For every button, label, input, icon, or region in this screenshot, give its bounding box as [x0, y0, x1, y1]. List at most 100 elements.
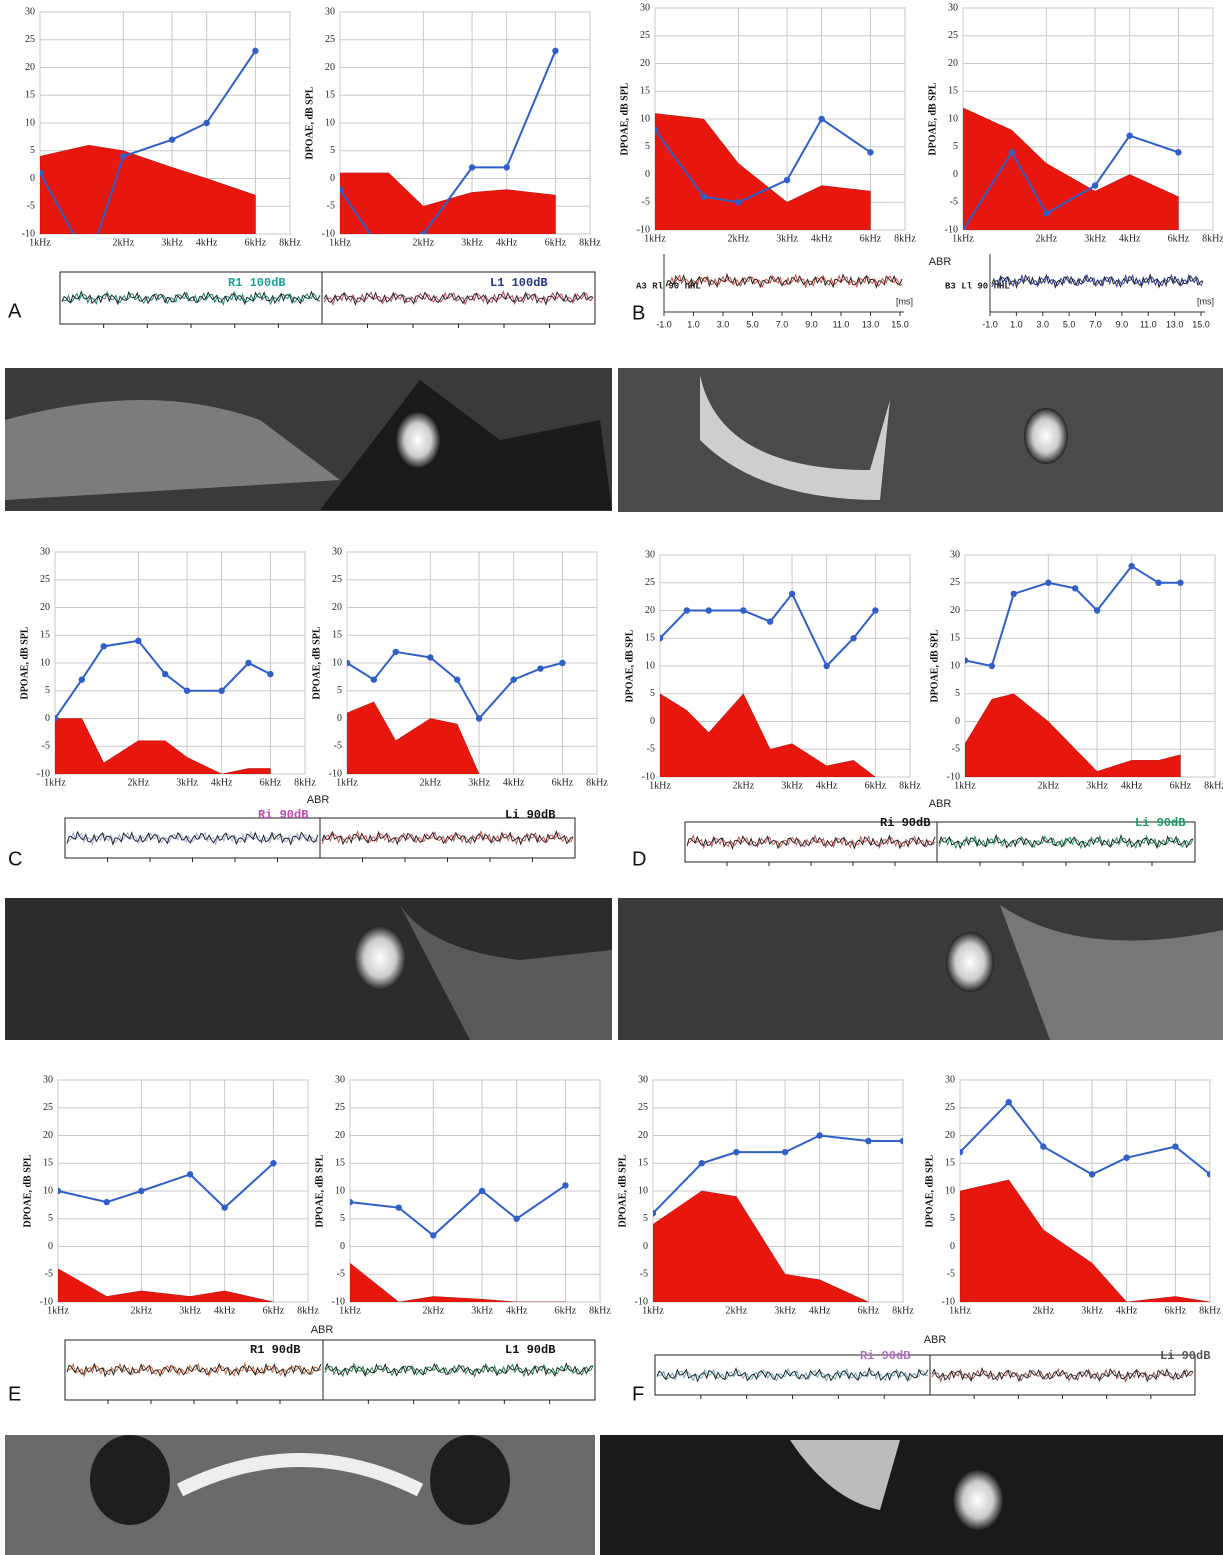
y-tick-label: 0: [48, 1241, 53, 1252]
y-axis-label: DPOAE, dB SPL: [22, 1154, 33, 1227]
series-group: [40, 47, 259, 265]
y-tick-label: 25: [25, 34, 35, 45]
y-tick-label: 25: [640, 30, 650, 41]
y-tick-label: 30: [25, 6, 35, 17]
dpoae-point: [660, 635, 664, 642]
dpoae-point: [1206, 1171, 1210, 1178]
series-group: [655, 113, 874, 230]
dpoae-point: [872, 607, 879, 614]
x-tick-label: 6kHz: [860, 233, 882, 244]
y-tick-label: 15: [40, 630, 50, 641]
y-tick-label: 15: [43, 1158, 53, 1169]
dpoae-point: [186, 1171, 194, 1178]
x-tick-label: 1kHz: [949, 1305, 971, 1316]
x-tick-label: 3kHz: [176, 777, 198, 788]
y-tick-label: 0: [330, 173, 335, 184]
y-tick-label: 20: [43, 1130, 53, 1141]
dpoae-point: [100, 643, 107, 650]
x-tick-label: 6kHz: [1170, 780, 1192, 791]
abr-trace: [991, 273, 1203, 290]
y-tick-label: -5: [642, 197, 650, 208]
y-tick-label: 5: [48, 1213, 53, 1224]
dpoae-point: [562, 1182, 569, 1189]
dpoae-point: [513, 1215, 520, 1222]
y-tick-label: 10: [640, 113, 650, 124]
abr-tick-label: 11.0: [833, 319, 850, 329]
y-tick-label: 10: [638, 1185, 648, 1196]
y-tick-label: 10: [335, 1185, 345, 1196]
y-tick-label: 20: [645, 605, 655, 616]
y-axis-label: DPOAE, dB SPL: [304, 86, 315, 159]
y-tick-label: 20: [638, 1130, 648, 1141]
y-tick-label: -10: [22, 228, 35, 239]
dpoae-point: [86, 259, 92, 265]
x-tick-label: 2kHz: [419, 777, 441, 788]
y-axis-label: DPOAE, dB SPL: [924, 1154, 935, 1227]
x-tick-label: 6kHz: [1165, 1305, 1187, 1316]
y-axis-label: DPOAE, dB SPL: [19, 626, 30, 699]
y-tick-label: -10: [635, 1296, 648, 1307]
abr-label: B3 Ll 90 nHL: [945, 281, 1010, 291]
y-tick-label: -10: [945, 224, 958, 235]
dpoae-point: [510, 676, 517, 683]
y-tick-label: 10: [948, 113, 958, 124]
abr-tick-label: -1.0: [982, 319, 998, 329]
abr-trace: [686, 834, 936, 851]
y-tick-label: 25: [335, 1102, 345, 1113]
dpoae-chart: -10 -5 0 5 10 15 20 25 30 1kHz 2kHz 3kHz 4kHz 6kHz 8kH…: [927, 2, 1223, 244]
y-tick-label: 25: [332, 574, 342, 585]
abr-trace: [66, 830, 319, 847]
dpoae-point: [865, 1137, 872, 1145]
panel-letter: C: [8, 848, 22, 870]
y-axis-label: DPOAE, dB SPL: [311, 626, 322, 699]
x-tick-label: 1kHz: [952, 233, 974, 244]
x-tick-label: 6kHz: [865, 780, 887, 791]
dpoae-point: [537, 665, 544, 672]
y-tick-label: -10: [947, 771, 960, 782]
x-tick-label: 8kHz: [589, 1305, 611, 1316]
dpoae-point: [1005, 1099, 1012, 1106]
abr-title: ABR: [929, 256, 952, 268]
y-tick-label: 30: [948, 2, 958, 13]
dpoae-point: [1071, 585, 1079, 592]
x-tick-label: 4kHz: [496, 237, 518, 248]
y-tick-label: 10: [645, 660, 655, 671]
x-tick-label: 4kHz: [214, 1305, 236, 1316]
dpoae-point: [1123, 1154, 1130, 1161]
series-group: [960, 1099, 1210, 1302]
y-tick-label: 10: [43, 1185, 53, 1196]
dpoae-point: [655, 126, 659, 134]
x-tick-label: 4kHz: [816, 780, 838, 791]
dpoae-point: [392, 648, 399, 656]
abr-trace: [61, 290, 321, 306]
x-tick-label: 8kHz: [894, 233, 916, 244]
dpoae-point: [347, 659, 351, 667]
y-tick-label: -5: [952, 744, 960, 755]
abr-trace: [656, 1366, 929, 1383]
y-tick-label: 0: [45, 713, 50, 724]
noise-floor-area: [58, 1268, 274, 1302]
x-tick-label: 1kHz: [954, 780, 976, 791]
x-tick-label: 3kHz: [461, 237, 483, 248]
y-tick-label: 30: [950, 549, 960, 560]
y-tick-label: 30: [332, 546, 342, 557]
x-tick-label: 2kHz: [1035, 233, 1057, 244]
abr-box: [321, 271, 596, 325]
dpoae-point: [733, 1148, 740, 1156]
dpoae-point: [705, 607, 712, 614]
series-group: [340, 47, 559, 234]
y-tick-label: 30: [40, 546, 50, 557]
y-tick-label: 20: [945, 1130, 955, 1141]
y-tick-label: -10: [322, 228, 335, 239]
y-tick-label: 5: [337, 685, 342, 696]
dpoae-point: [245, 659, 252, 667]
y-tick-label: -5: [950, 197, 958, 208]
y-tick-label: 5: [330, 145, 335, 156]
x-tick-label: 6kHz: [545, 237, 567, 248]
abr-label: Ri 90dB: [880, 816, 930, 830]
dpoae-chart: -10 -5 0 5 10 15 20 25 30 1kHz 2kHz 3kHz 4kHz 6kHz 8kH…: [619, 2, 916, 244]
dpoae-line: [340, 50, 557, 234]
x-tick-label: 2kHz: [727, 233, 749, 244]
dpoae-point: [55, 715, 59, 722]
